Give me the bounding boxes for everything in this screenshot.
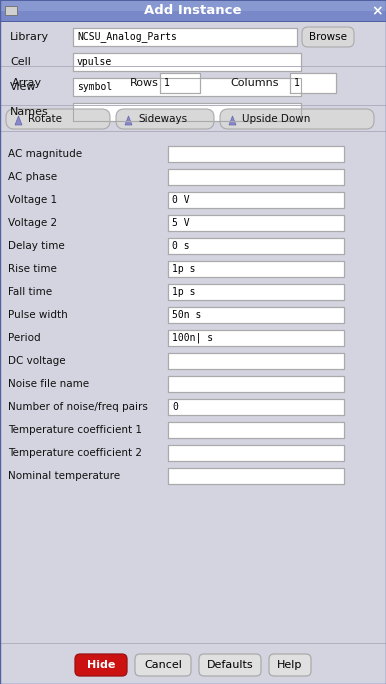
Text: Rotate: Rotate xyxy=(28,114,62,124)
Bar xyxy=(168,146,344,162)
Text: Library: Library xyxy=(10,32,49,42)
Text: Cancel: Cancel xyxy=(144,660,182,670)
Text: NCSU_Analog_Parts: NCSU_Analog_Parts xyxy=(77,31,177,42)
Text: 0: 0 xyxy=(172,402,178,412)
Text: 0 V: 0 V xyxy=(172,195,190,205)
Text: Fall time: Fall time xyxy=(8,287,52,297)
Bar xyxy=(168,376,344,392)
Bar xyxy=(160,73,200,93)
Bar xyxy=(168,284,344,300)
Text: vpulse: vpulse xyxy=(77,57,112,67)
Bar xyxy=(168,238,344,254)
Bar xyxy=(168,330,344,346)
Text: 1p s: 1p s xyxy=(172,264,195,274)
FancyBboxPatch shape xyxy=(135,654,191,676)
Text: 1: 1 xyxy=(164,78,170,88)
Text: Columns: Columns xyxy=(230,78,279,88)
FancyBboxPatch shape xyxy=(199,654,261,676)
FancyBboxPatch shape xyxy=(6,109,110,129)
FancyBboxPatch shape xyxy=(269,654,311,676)
Text: Number of noise/freq pairs: Number of noise/freq pairs xyxy=(8,402,148,412)
Text: View: View xyxy=(10,82,37,92)
Text: ×: × xyxy=(371,4,383,18)
Bar xyxy=(5,6,17,15)
Text: 100n| s: 100n| s xyxy=(172,332,213,343)
Text: Nominal temperature: Nominal temperature xyxy=(8,471,120,481)
FancyBboxPatch shape xyxy=(302,27,354,47)
Bar xyxy=(0,105,386,106)
Text: Voltage 1: Voltage 1 xyxy=(8,195,57,205)
Text: Upside Down: Upside Down xyxy=(242,114,310,124)
Bar xyxy=(0,643,386,644)
Text: Help: Help xyxy=(277,660,303,670)
Bar xyxy=(168,422,344,438)
Text: Temperature coefficient 1: Temperature coefficient 1 xyxy=(8,425,142,435)
Bar xyxy=(73,103,301,121)
Polygon shape xyxy=(229,116,236,125)
Bar xyxy=(168,353,344,369)
Text: Cell: Cell xyxy=(10,57,31,67)
Text: 0 s: 0 s xyxy=(172,241,190,251)
Text: DC voltage: DC voltage xyxy=(8,356,66,366)
Text: Temperature coefficient 2: Temperature coefficient 2 xyxy=(8,448,142,458)
FancyBboxPatch shape xyxy=(220,109,374,129)
Polygon shape xyxy=(15,116,22,125)
Bar xyxy=(73,28,297,46)
Bar xyxy=(290,73,336,93)
Text: Delay time: Delay time xyxy=(8,241,65,251)
Bar xyxy=(168,445,344,461)
Text: Hide: Hide xyxy=(87,660,115,670)
Bar xyxy=(73,53,301,71)
Bar xyxy=(168,307,344,323)
Text: Defaults: Defaults xyxy=(207,660,253,670)
Polygon shape xyxy=(125,116,132,125)
Bar xyxy=(168,215,344,231)
Text: Pulse width: Pulse width xyxy=(8,310,68,320)
Bar xyxy=(0,0,386,22)
Text: Voltage 2: Voltage 2 xyxy=(8,218,57,228)
Text: symbol: symbol xyxy=(77,82,112,92)
Text: Browse: Browse xyxy=(309,32,347,42)
FancyBboxPatch shape xyxy=(75,654,127,676)
Bar xyxy=(168,468,344,484)
Text: 1p s: 1p s xyxy=(172,287,195,297)
Text: AC phase: AC phase xyxy=(8,172,57,182)
Text: Array: Array xyxy=(12,78,42,88)
Text: Sideways: Sideways xyxy=(138,114,187,124)
Bar xyxy=(0,131,386,132)
Bar xyxy=(0,21,386,22)
Text: Names: Names xyxy=(10,107,49,117)
Text: 50n s: 50n s xyxy=(172,310,201,320)
Text: Add Instance: Add Instance xyxy=(144,5,242,18)
Bar xyxy=(168,192,344,208)
Bar xyxy=(168,261,344,277)
FancyBboxPatch shape xyxy=(116,109,214,129)
Text: Rows: Rows xyxy=(130,78,159,88)
Text: AC magnitude: AC magnitude xyxy=(8,149,82,159)
Bar xyxy=(0,66,386,67)
Text: Noise file name: Noise file name xyxy=(8,379,89,389)
Text: 1: 1 xyxy=(294,78,300,88)
Bar xyxy=(73,78,301,96)
Bar xyxy=(0,0,386,1)
Bar xyxy=(168,169,344,185)
Text: Rise time: Rise time xyxy=(8,264,57,274)
Text: Period: Period xyxy=(8,333,41,343)
Bar xyxy=(168,399,344,415)
Text: 5 V: 5 V xyxy=(172,218,190,228)
Bar xyxy=(0,0,386,11)
